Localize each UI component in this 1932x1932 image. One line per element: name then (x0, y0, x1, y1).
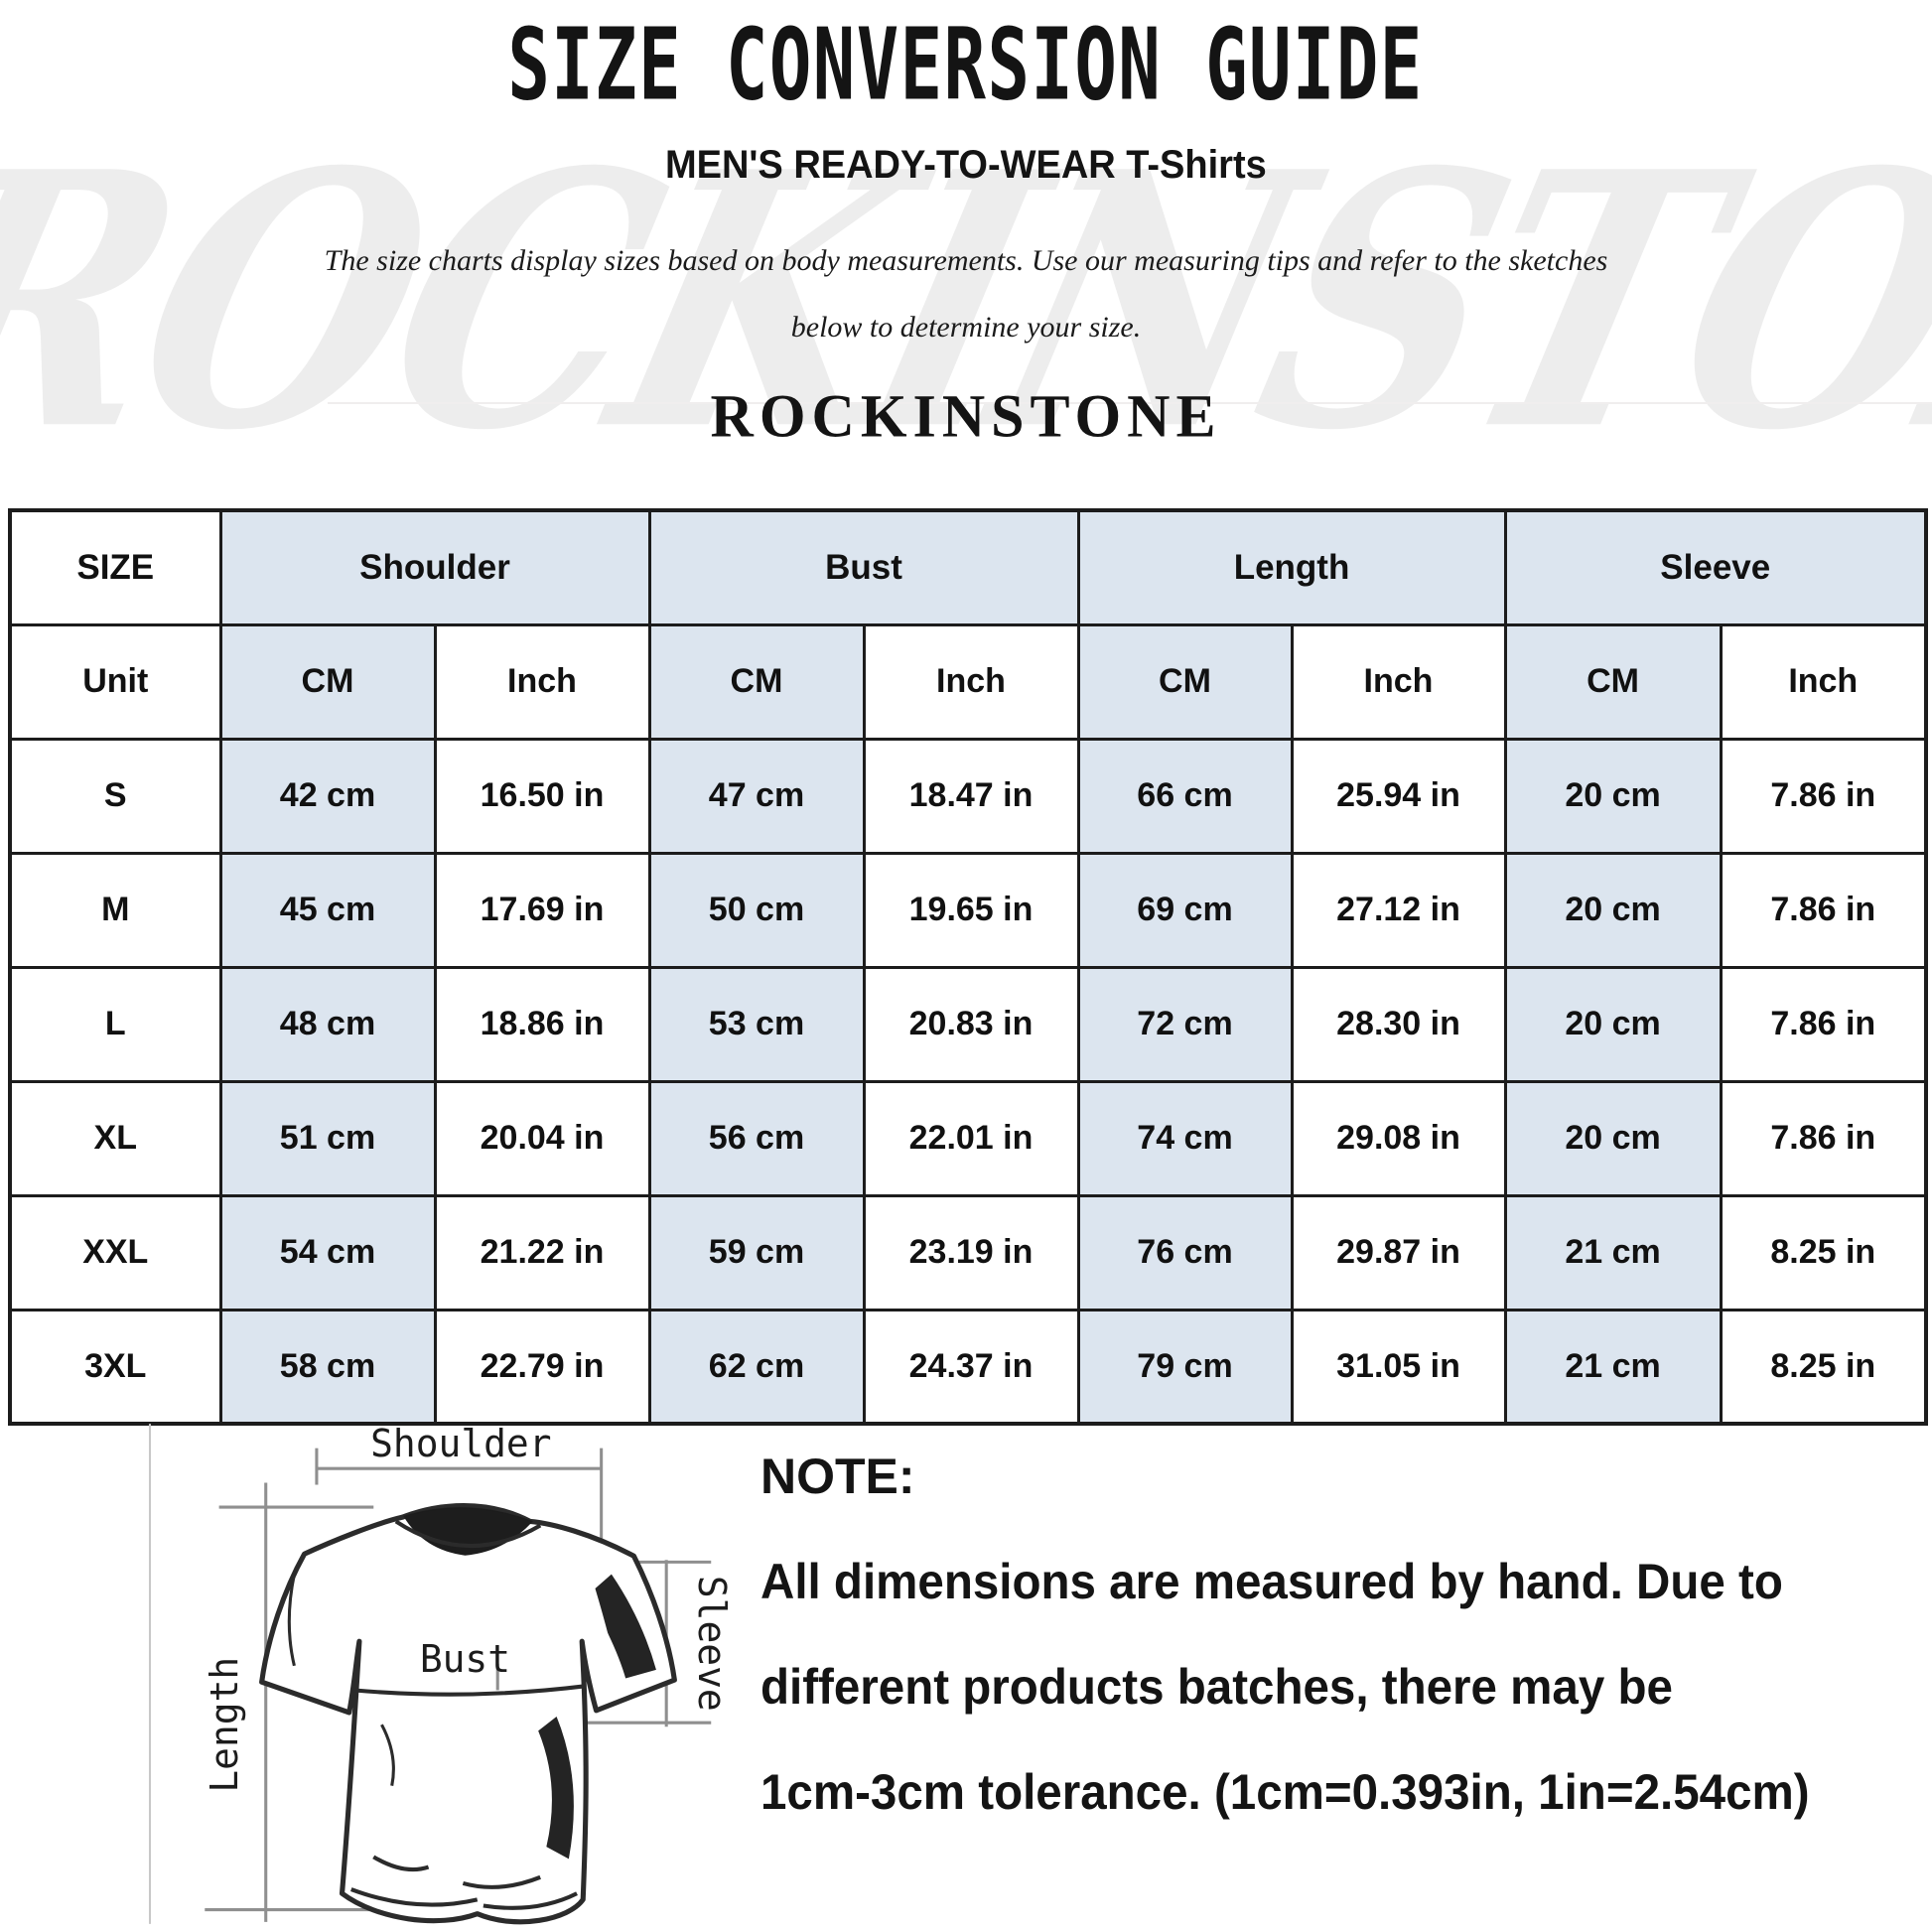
table-cell: 51 cm (218, 1079, 437, 1197)
table-row: XL 51 cm 20.04 in 56 cm 22.01 in 74 cm 2… (8, 1079, 1928, 1197)
table-cell: 18.47 in (862, 737, 1080, 855)
unit-cell: CM (1076, 622, 1294, 741)
size-label-cell: XL (8, 1079, 222, 1197)
group-header-length: Length (1076, 508, 1507, 626)
intro-line-2: below to determine your size. (790, 311, 1142, 344)
table-cell: 69 cm (1076, 851, 1294, 969)
diagram-bust-label: Bust (420, 1637, 510, 1681)
group-header-shoulder: Shoulder (218, 508, 651, 626)
page-title: SIZE CONVERSION GUIDE (507, 7, 1425, 124)
table-cell: 59 cm (647, 1193, 866, 1311)
diagram-sleeve-label: Sleeve (690, 1576, 734, 1712)
table-cell: 28.30 in (1290, 965, 1507, 1083)
unit-cell: Inch (1719, 622, 1928, 741)
table-cell: 19.65 in (862, 851, 1080, 969)
table-cell: 21 cm (1503, 1193, 1723, 1311)
intro-line-1: The size charts display sizes based on b… (324, 244, 1608, 277)
size-label-cell: M (8, 851, 222, 969)
unit-label-cell: Unit (8, 622, 222, 741)
tshirt-sketch: Shoulder Bust Length Sleeve (148, 1422, 734, 1925)
brand-name: ROCKINSTONE (710, 382, 1222, 450)
table-cell: 66 cm (1076, 737, 1294, 855)
diagram-length-label: Length (203, 1657, 246, 1793)
size-label-cell: 3XL (8, 1308, 222, 1426)
table-unit-row: Unit CM Inch CM Inch CM Inch CM Inch (8, 622, 1928, 741)
table-cell: 58 cm (218, 1308, 437, 1426)
table-cell: 20.83 in (862, 965, 1080, 1083)
size-label-cell: L (8, 965, 222, 1083)
table-cell: 54 cm (218, 1193, 437, 1311)
table-cell: 7.86 in (1719, 737, 1928, 855)
table-cell: 47 cm (647, 737, 866, 855)
table-row: 3XL 58 cm 22.79 in 62 cm 24.37 in 79 cm … (8, 1308, 1928, 1426)
corner-cell: SIZE (8, 508, 222, 626)
group-header-sleeve: Sleeve (1503, 508, 1928, 626)
unit-cell: Inch (1290, 622, 1507, 741)
table-cell: 48 cm (218, 965, 437, 1083)
note-line-1: All dimensions are measured by hand. Due… (760, 1554, 1783, 1610)
table-cell: 17.69 in (433, 851, 651, 969)
header: SIZE CONVERSION GUIDE MEN'S READY-TO-WEA… (0, 7, 1932, 451)
table-cell: 21 cm (1503, 1308, 1723, 1426)
table-cell: 76 cm (1076, 1193, 1294, 1311)
size-label-cell: S (8, 737, 222, 855)
divider-line (328, 402, 1932, 404)
table-cell: 20 cm (1503, 737, 1723, 855)
group-header-bust: Bust (647, 508, 1080, 626)
size-conversion-table: SIZE Shoulder Bust Length Sleeve Unit CM… (8, 508, 1929, 1426)
table-cell: 29.87 in (1290, 1193, 1507, 1311)
table-cell: 22.01 in (862, 1079, 1080, 1197)
table-cell: 24.37 in (862, 1308, 1080, 1426)
table-cell: 31.05 in (1290, 1308, 1507, 1426)
table-cell: 27.12 in (1290, 851, 1507, 969)
table-cell: 20.04 in (433, 1079, 651, 1197)
table-row: M 45 cm 17.69 in 50 cm 19.65 in 69 cm 27… (8, 851, 1928, 969)
table-cell: 72 cm (1076, 965, 1294, 1083)
table-cell: 23.19 in (862, 1193, 1080, 1311)
table-cell: 7.86 in (1719, 965, 1928, 1083)
table-cell: 29.08 in (1290, 1079, 1507, 1197)
size-label-cell: XXL (8, 1193, 222, 1311)
tshirt-measurement-diagram: Shoulder Bust Length Sleeve (137, 1420, 757, 1928)
unit-cell: CM (647, 622, 866, 741)
table-row: XXL 54 cm 21.22 in 59 cm 23.19 in 76 cm … (8, 1193, 1928, 1311)
table-cell: 79 cm (1076, 1308, 1294, 1426)
table-group-header-row: SIZE Shoulder Bust Length Sleeve (8, 508, 1928, 626)
table-cell: 42 cm (218, 737, 437, 855)
note-line-2: different products batches, there may be (760, 1659, 1673, 1716)
table-cell: 8.25 in (1719, 1193, 1928, 1311)
table-cell: 22.79 in (433, 1308, 651, 1426)
unit-cell: Inch (433, 622, 651, 741)
page-subtitle: MEN'S READY-TO-WEAR T-Shirts (665, 143, 1267, 187)
table-cell: 7.86 in (1719, 851, 1928, 969)
table-cell: 16.50 in (433, 737, 651, 855)
unit-cell: Inch (862, 622, 1080, 741)
table-cell: 21.22 in (433, 1193, 651, 1311)
table-cell: 8.25 in (1719, 1308, 1928, 1426)
note-block: NOTE: All dimensions are measured by han… (760, 1449, 1922, 1821)
table-cell: 62 cm (647, 1308, 866, 1426)
table-cell: 25.94 in (1290, 737, 1507, 855)
table-row: S 42 cm 16.50 in 47 cm 18.47 in 66 cm 25… (8, 737, 1928, 855)
table-cell: 20 cm (1503, 965, 1723, 1083)
intro-text: The size charts display sizes based on b… (0, 227, 1932, 360)
table-cell: 56 cm (647, 1079, 866, 1197)
table-cell: 7.86 in (1719, 1079, 1928, 1197)
table-cell: 45 cm (218, 851, 437, 969)
table-cell: 18.86 in (433, 965, 651, 1083)
table-cell: 50 cm (647, 851, 866, 969)
diagram-shoulder-label: Shoulder (370, 1422, 551, 1465)
note-line-3: 1cm-3cm tolerance. (1cm=0.393in, 1in=2.5… (760, 1764, 1810, 1821)
unit-cell: CM (218, 622, 437, 741)
table-row: L 48 cm 18.86 in 53 cm 20.83 in 72 cm 28… (8, 965, 1928, 1083)
unit-cell: CM (1503, 622, 1723, 741)
table-cell: 20 cm (1503, 1079, 1723, 1197)
table-cell: 53 cm (647, 965, 866, 1083)
note-heading: NOTE: (760, 1449, 915, 1504)
table-cell: 74 cm (1076, 1079, 1294, 1197)
table-cell: 20 cm (1503, 851, 1723, 969)
